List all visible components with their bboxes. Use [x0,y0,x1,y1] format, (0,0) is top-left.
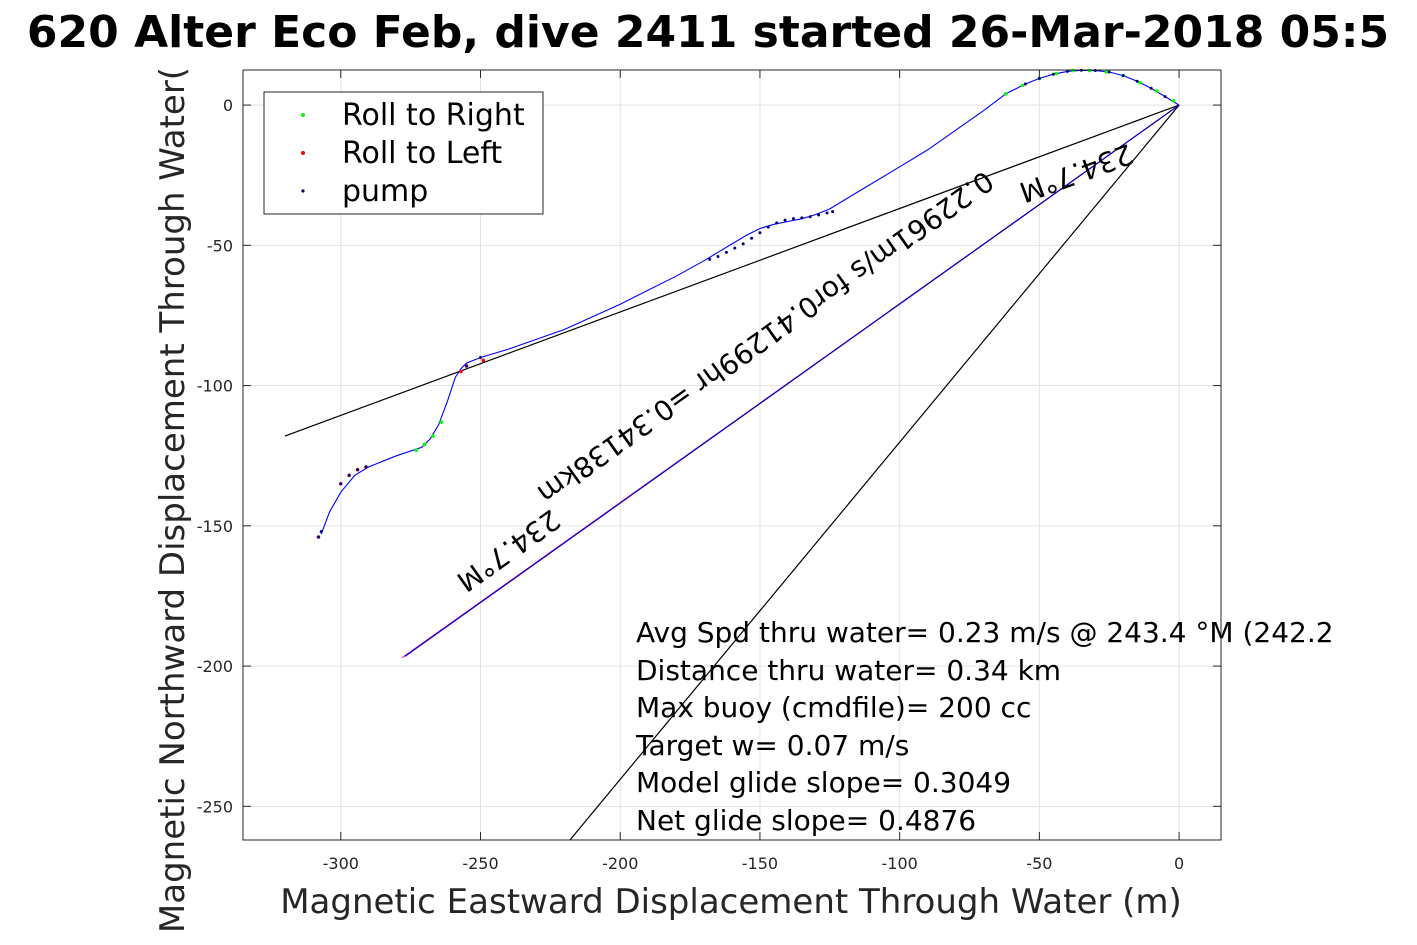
roll-right-point [422,442,427,447]
x-tick-label: -150 [742,854,778,873]
axes-box [242,69,1222,841]
pump-point [465,364,469,368]
pump-point [479,356,483,360]
legend-label-roll-left: Roll to Left [342,136,502,171]
rotated-label: 0.22961m/s for0.41299hr =0.34138km [531,164,999,510]
roll-right-point [1104,70,1109,74]
pump-point [741,242,745,246]
pump-point [750,236,754,240]
annotation-block: Avg Spd thru water= 0.23 m/s @ 243.4 °M … [635,616,1334,837]
annotation-distance: Distance thru water= 0.34 km [636,654,1061,687]
chart-title: 620 Alter Eco Feb, dive 2411 started 26-… [27,7,1389,58]
legend-marker-roll-right [301,113,305,117]
pump-point [319,529,323,533]
tick-labels: -300 -250 -200 -150 -100 -50 0 -250 -200 -150 -100… [197,70,1221,873]
x-axis-label: Magnetic Eastward Displacement Through W… [280,882,1182,922]
pump-point [831,210,835,214]
pump-point [758,231,762,235]
roll-left-point [459,369,463,374]
annotation-avg-speed: Avg Spd thru water= 0.23 m/s @ 243.4 °M … [636,616,1334,649]
annotation-model-glide: Model glide slope= 0.3049 [636,766,1011,799]
track-series [320,70,1180,535]
navy-line [404,104,1180,657]
pump-point [1037,76,1041,80]
y-tick-label: -250 [197,797,233,816]
pump-point [808,215,812,219]
legend-box [263,91,544,215]
roll-right-point [1071,68,1075,73]
pump-point [1065,69,1069,73]
roll-right-point [414,448,419,452]
pump-point [775,221,779,225]
pump-point [783,218,787,222]
rotated-labels: 234.7°M0.22961m/s for0.41299hr =0.34138k… [451,137,1138,598]
x-tick-label: -300 [323,854,359,873]
y-tick-label: -100 [197,377,233,396]
pump-point [708,257,712,261]
x-tick-label: 0 [1174,854,1184,873]
black-line-1 [284,104,1180,437]
rotated-label: 234.7°M [1015,137,1137,209]
legend-marker-pump [301,189,305,193]
point-series [316,68,1176,539]
pump-point [791,217,795,221]
y-tick-label: -50 [207,236,233,255]
legend-marker-roll-left [301,151,305,155]
pump-point [1107,70,1111,74]
y-tick-label: -150 [197,517,233,536]
annotation-net-glide: Net glide slope= 0.4876 [636,804,976,837]
pump-point [1051,72,1055,76]
roll-right-point [1087,68,1092,73]
roll-left-point [481,358,486,363]
y-axis-label: Magnetic Northward Displacement Through … [153,67,193,933]
pump-point [724,250,728,254]
pump-point [364,465,368,469]
pump-point [1149,86,1153,90]
roll-right-point [439,420,444,424]
reference-lines [284,104,1180,840]
roll-right-point [1020,83,1025,88]
legend-label-pump: pump [342,174,428,209]
roll-right-point [431,434,435,438]
track-line [320,70,1180,535]
black-line-2 [569,104,1180,840]
pump-point [733,246,737,250]
x-tick-label: -250 [462,854,498,873]
pump-point [817,213,821,217]
annotation-max-buoy: Max buoy (cmdfile)= 200 cc [636,691,1031,724]
roll-right-point [1154,89,1159,93]
grid [243,70,1221,840]
pump-point [339,482,343,486]
pump-point [1023,82,1027,86]
x-tick-label: -50 [1026,854,1052,873]
pump-point [347,473,351,477]
pump-point [1135,79,1139,83]
annotation-target-w: Target w= 0.07 m/s [635,729,909,762]
x-tick-label: -100 [882,854,918,873]
pump-point [356,468,360,472]
roll-right-point [1171,99,1176,103]
pump-point [1163,95,1167,99]
y-tick-label: 0 [223,96,233,115]
pump-point [716,255,720,259]
legend-label-roll-right: Roll to Right [342,98,525,133]
x-tick-label: -200 [602,854,638,873]
pump-point [825,211,829,215]
pump-point [800,216,804,220]
pump-point [1121,74,1125,78]
rotated-label: 234.7°M [451,503,567,598]
pump-point [316,535,320,539]
roll-right-point [1004,92,1008,96]
y-tick-label: -200 [197,657,233,676]
pump-point [766,225,770,229]
roll-right-point [1054,71,1058,76]
roll-right-point [1138,80,1142,85]
legend: Roll to Right Roll to Left pump [263,91,544,215]
